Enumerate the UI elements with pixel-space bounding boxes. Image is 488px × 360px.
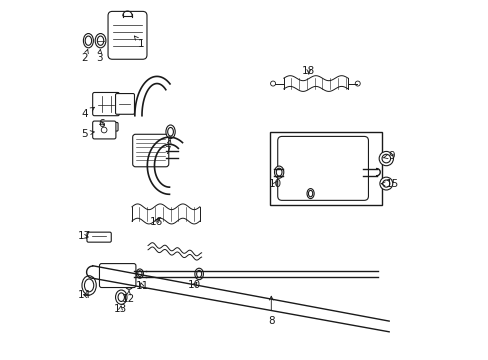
Ellipse shape: [85, 36, 91, 45]
Ellipse shape: [276, 168, 282, 176]
Circle shape: [379, 177, 392, 190]
Ellipse shape: [101, 127, 107, 133]
Text: 17: 17: [78, 231, 91, 242]
Text: 1: 1: [134, 36, 144, 49]
Ellipse shape: [95, 33, 106, 48]
Circle shape: [382, 180, 389, 187]
Circle shape: [354, 81, 360, 86]
Ellipse shape: [167, 127, 173, 136]
FancyBboxPatch shape: [93, 93, 119, 116]
Ellipse shape: [196, 270, 201, 278]
FancyBboxPatch shape: [277, 136, 367, 201]
Text: 11: 11: [135, 282, 148, 292]
Text: 18: 18: [302, 66, 315, 76]
Circle shape: [381, 154, 390, 163]
Ellipse shape: [118, 293, 124, 301]
FancyBboxPatch shape: [108, 12, 147, 59]
Ellipse shape: [97, 36, 103, 45]
Text: 10: 10: [187, 280, 201, 291]
Ellipse shape: [165, 125, 175, 139]
Text: 16: 16: [149, 217, 163, 227]
Ellipse shape: [136, 269, 143, 278]
Text: 7: 7: [163, 140, 171, 156]
Text: 14: 14: [78, 290, 91, 300]
Ellipse shape: [83, 33, 93, 48]
FancyBboxPatch shape: [106, 122, 118, 131]
Ellipse shape: [308, 190, 312, 197]
FancyBboxPatch shape: [99, 264, 136, 288]
Ellipse shape: [126, 280, 131, 287]
Text: 12: 12: [122, 291, 135, 303]
Text: 10: 10: [268, 179, 282, 189]
Ellipse shape: [115, 290, 127, 304]
Ellipse shape: [274, 166, 283, 178]
Text: 2: 2: [81, 49, 88, 63]
FancyBboxPatch shape: [115, 94, 134, 114]
Text: 3: 3: [96, 49, 102, 63]
Text: 8: 8: [267, 296, 274, 326]
Text: 9: 9: [383, 151, 394, 161]
FancyBboxPatch shape: [87, 232, 111, 242]
Ellipse shape: [194, 268, 203, 280]
Ellipse shape: [82, 276, 96, 295]
Ellipse shape: [84, 279, 94, 292]
FancyBboxPatch shape: [132, 134, 168, 167]
Text: 5: 5: [81, 129, 94, 139]
Text: 4: 4: [81, 107, 94, 119]
Text: 13: 13: [114, 304, 127, 314]
Circle shape: [270, 81, 275, 86]
Ellipse shape: [306, 189, 313, 199]
Text: 15: 15: [380, 179, 398, 189]
Bar: [269, 132, 381, 205]
Ellipse shape: [138, 271, 142, 276]
Text: 6: 6: [98, 118, 105, 129]
FancyBboxPatch shape: [93, 121, 116, 139]
Circle shape: [378, 152, 393, 166]
Ellipse shape: [124, 278, 133, 289]
